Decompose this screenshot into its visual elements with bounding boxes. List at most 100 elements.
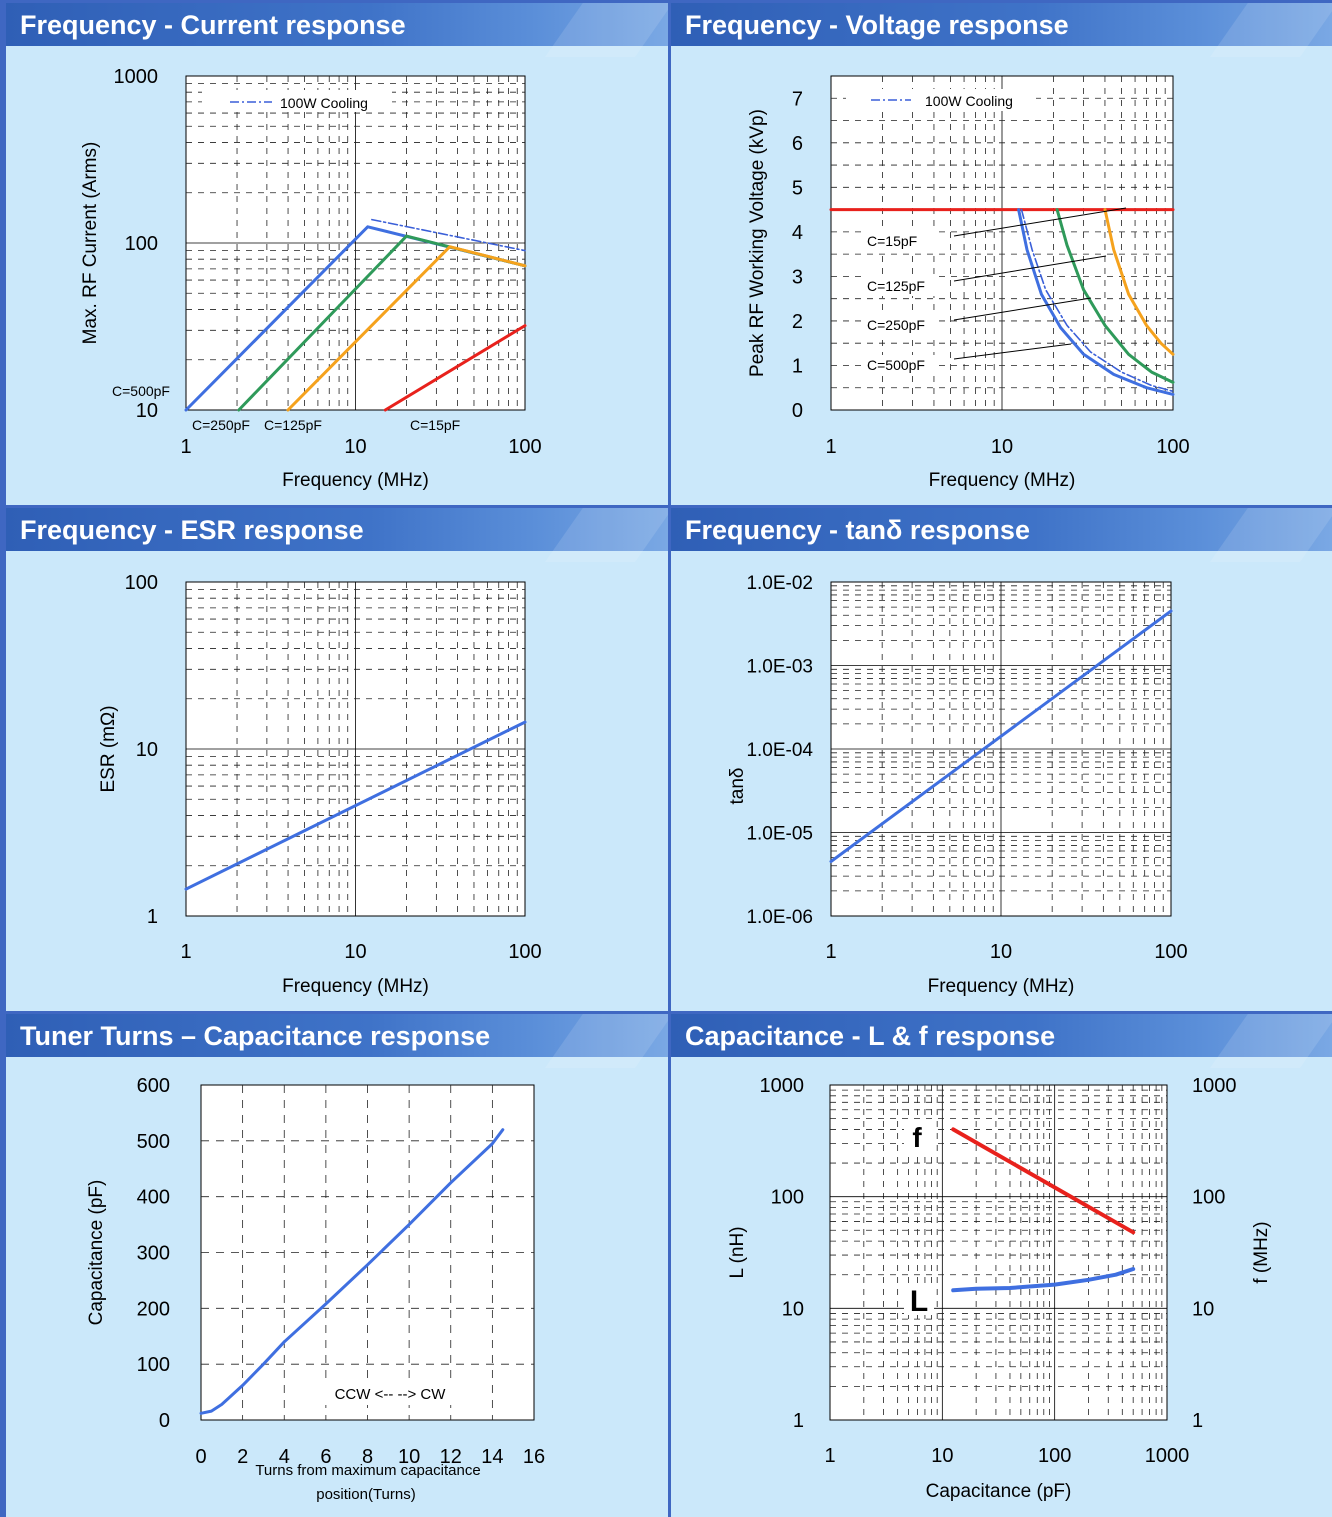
x-tick-label: 10 (344, 941, 366, 963)
panel-header (671, 3, 1332, 57)
x-tick-label: 1000 (1145, 1445, 1190, 1467)
y-tick-label: 3 (792, 266, 803, 288)
x-tick-label: 10 (990, 941, 1012, 963)
series-line (829, 609, 1173, 863)
panel-header (6, 1014, 668, 1068)
x-tick-label: 14 (481, 1446, 503, 1468)
y-tick-label: 1.0E-05 (746, 824, 813, 845)
esr-response-chart: 1 10 100 1 10 100 Frequency (MHz) ESR (mΩ) (98, 572, 542, 997)
annotation-bg (863, 231, 935, 251)
x-tick-label: 100 (1156, 436, 1189, 458)
x-tick-label: 12 (440, 1446, 462, 1468)
x-axis-label: Frequency (MHz) (929, 470, 1076, 491)
l-f-response-chart: 1 10 100 100011010010001101001000Capacitanc… (727, 1075, 1272, 1502)
y-tick-label: 6 (792, 133, 803, 155)
x-tick-label: 1 (825, 436, 836, 458)
panel-header (6, 508, 668, 562)
y2-tick-label: 10 (1192, 1298, 1214, 1320)
x-tick-label: 2 (237, 1446, 248, 1468)
panel-lf: Capacitance - L & f response 1 10 100 1000 1… (671, 1014, 1332, 1517)
annotation-bg (863, 315, 935, 335)
annotation-label: C=250pF (192, 417, 250, 433)
panel-esr: Frequency - ESR response 1 10 100 1 10 100 Fre… (6, 508, 668, 1011)
y2-tick-label: 1 (1192, 1410, 1203, 1432)
y-tick-label: 1.0E-04 (746, 740, 813, 761)
panel-header (671, 1014, 1332, 1068)
annotation-label: C=15pF (410, 417, 460, 433)
x-axis-label: position(Turns) (316, 1486, 415, 1503)
annotation-bg (863, 355, 935, 375)
y-tick-label: 10 (782, 1298, 804, 1320)
series-label-f: f (912, 1122, 922, 1153)
series-line (371, 218, 526, 252)
x-tick-label: 1 (824, 1445, 835, 1467)
panel-tuner: Tuner Turns – Capacitance response 0 2 4 6 8… (6, 1014, 668, 1517)
panel-title: Tuner Turns – Capacitance response (20, 1021, 491, 1051)
legend-label: 100W Cooling (280, 95, 368, 111)
x-tick-label: 1 (180, 436, 191, 458)
panel-tandelta: Frequency - tanδ response 1 10 100 1.0E-06 1… (671, 508, 1332, 1011)
leader-line (953, 297, 1092, 321)
x-axis-label: Frequency (MHz) (282, 470, 429, 491)
x-axis-label: Frequency (MHz) (282, 976, 429, 997)
series-line (199, 1128, 505, 1415)
tandelta-response-chart: 1 10 100 1.0E-06 1.0E-05 1.0E-04 1.0E-03 1.0E-0… (727, 573, 1188, 997)
panel-current: Frequency - Current response 1 10 100 10 100… (6, 3, 668, 505)
panel-voltage: Frequency - Voltage response 1 10 100 0 1 2 3 4… (671, 3, 1332, 505)
y-tick-label: 100 (137, 1354, 170, 1376)
legend-box (202, 90, 392, 112)
annotation-label: C=125pF (264, 417, 322, 433)
series-line (1103, 208, 1175, 356)
y-tick-label: 0 (159, 1410, 170, 1432)
y-tick-label: 1000 (114, 66, 159, 88)
tuner-capacitance-chart: 0 2 4 6 8 10 12 14 16 0 100 200 300 400 500 600 Turns fr… (86, 1075, 545, 1503)
y-tick-label: 600 (137, 1075, 170, 1097)
leader-line (953, 255, 1107, 282)
y-axis-label: Max. RF Current (Arms) (80, 142, 101, 345)
x-tick-label: 16 (523, 1446, 545, 1468)
panel-title: Frequency - ESR response (20, 515, 364, 545)
panel-title: Frequency - tanδ response (685, 515, 1030, 545)
x-axis-label: Capacitance (pF) (926, 1481, 1072, 1502)
y-tick-label: 100 (125, 572, 158, 594)
series-line (951, 1267, 1136, 1293)
panel-title: Capacitance - L & f response (685, 1021, 1056, 1051)
series-line (1017, 208, 1175, 396)
y-tick-label: 1 (793, 1410, 804, 1432)
x-tick-label: 100 (508, 941, 541, 963)
x-axis-label: Frequency (MHz) (928, 976, 1075, 997)
y-tick-label: 1 (792, 355, 803, 377)
y-tick-label: 100 (771, 1187, 804, 1209)
panel-title: Frequency - Current response (20, 10, 406, 40)
x-tick-label: 1 (825, 941, 836, 963)
series-label-bg (904, 1121, 932, 1151)
y-tick-label: 2 (792, 311, 803, 333)
series-label-bg (904, 1283, 934, 1315)
annotation-label: C=125pF (867, 278, 925, 294)
annotation-bg (306, 1381, 474, 1405)
x-tick-label: 6 (320, 1446, 331, 1468)
leader-line (953, 343, 1072, 360)
x-tick-label: 10 (398, 1446, 420, 1468)
y2-axis-label: f (MHz) (1251, 1221, 1272, 1283)
y2-tick-label: 100 (1192, 1187, 1225, 1209)
leader-line (953, 207, 1127, 237)
series-line (1055, 208, 1175, 384)
y-axis-label: L (nH) (727, 1226, 748, 1278)
series-label-l: L (910, 1285, 928, 1318)
x-tick-label: 0 (195, 1446, 206, 1468)
x-axis-label: Turns from maximum capacitance (255, 1462, 480, 1479)
y-tick-label: 7 (792, 88, 803, 110)
y-tick-label: 300 (137, 1243, 170, 1265)
legend-label: 100W Cooling (925, 93, 1013, 109)
series-line (1020, 208, 1174, 393)
annotation-label: C=500pF (112, 383, 170, 399)
annotation-label: C=500pF (867, 357, 925, 373)
x-tick-label: 10 (991, 436, 1013, 458)
series-line (383, 324, 527, 412)
y-tick-label: 10 (136, 739, 158, 761)
y-tick-label: 200 (137, 1298, 170, 1320)
series-line (951, 1127, 1136, 1235)
